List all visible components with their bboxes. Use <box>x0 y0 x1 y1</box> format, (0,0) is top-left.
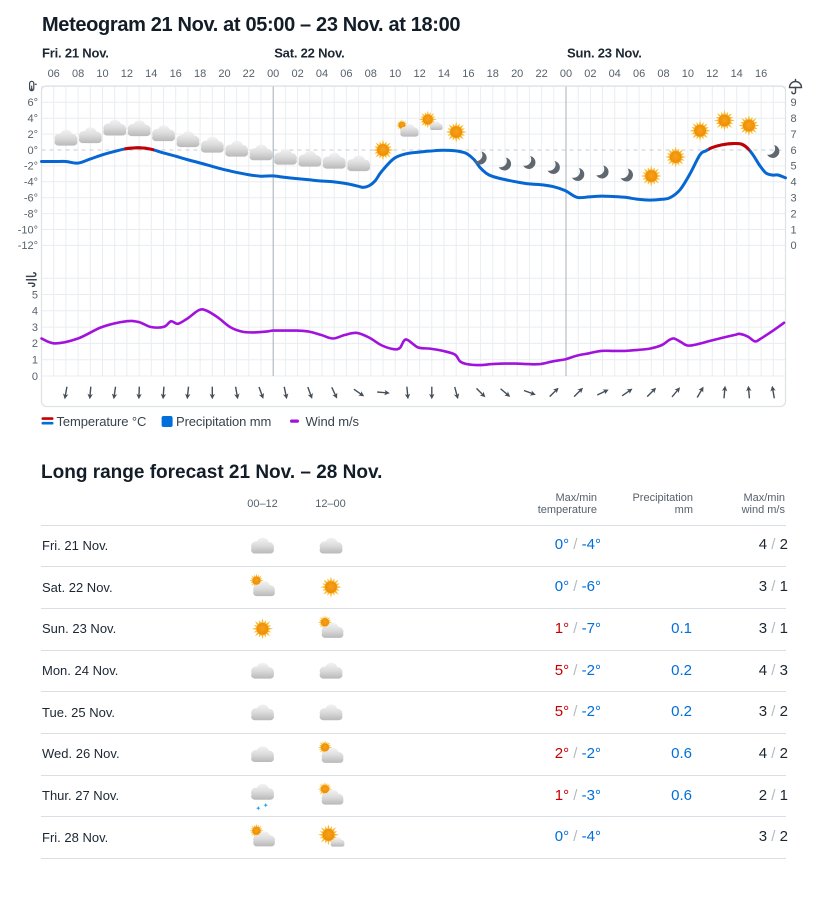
svg-text:04: 04 <box>316 68 328 80</box>
svg-text:3: 3 <box>32 322 38 334</box>
svg-text:0°: 0° <box>27 145 38 157</box>
svg-text:5: 5 <box>32 289 38 301</box>
svg-text:6: 6 <box>791 145 797 157</box>
svg-text:-4°: -4° <box>24 177 38 189</box>
svg-text:10: 10 <box>389 68 401 80</box>
svg-text:06: 06 <box>340 68 352 80</box>
svg-text:Wind m/s: Wind m/s <box>306 414 360 429</box>
svg-text:16: 16 <box>462 68 474 80</box>
svg-text:Fri. 21 Nov.: Fri. 21 Nov. <box>42 46 109 61</box>
svg-text:06: 06 <box>633 68 645 80</box>
svg-text:4°: 4° <box>27 113 38 125</box>
svg-text:16: 16 <box>170 68 182 80</box>
svg-text:-10°: -10° <box>18 224 38 236</box>
svg-text:14: 14 <box>438 68 450 80</box>
svg-text:10: 10 <box>682 68 694 80</box>
svg-text:08: 08 <box>365 68 377 80</box>
svg-text:-2°: -2° <box>24 161 38 173</box>
svg-text:14: 14 <box>145 68 157 80</box>
svg-text:4: 4 <box>791 177 797 189</box>
svg-text:12: 12 <box>706 68 718 80</box>
svg-text:Temperature °C: Temperature °C <box>57 414 147 429</box>
svg-text:12: 12 <box>121 68 133 80</box>
svg-text:22: 22 <box>535 68 547 80</box>
svg-text:12: 12 <box>413 68 425 80</box>
svg-text:5: 5 <box>791 161 797 173</box>
svg-text:06: 06 <box>48 68 60 80</box>
svg-text:2°: 2° <box>27 129 38 141</box>
svg-text:18: 18 <box>487 68 499 80</box>
svg-text:7: 7 <box>791 129 797 141</box>
svg-text:0: 0 <box>32 371 38 383</box>
svg-text:20: 20 <box>511 68 523 80</box>
svg-text:2: 2 <box>791 208 797 220</box>
svg-text:22: 22 <box>243 68 255 80</box>
svg-text:10: 10 <box>96 68 108 80</box>
svg-text:00: 00 <box>560 68 572 80</box>
svg-text:Sat. 22 Nov.: Sat. 22 Nov. <box>274 46 344 61</box>
svg-text:6°: 6° <box>27 97 38 109</box>
svg-text:-8°: -8° <box>24 208 38 220</box>
svg-text:-6°: -6° <box>24 193 38 205</box>
svg-text:4: 4 <box>32 306 38 318</box>
svg-text:8: 8 <box>791 113 797 125</box>
svg-text:00: 00 <box>267 68 279 80</box>
svg-text:Precipitation mm: Precipitation mm <box>176 414 271 429</box>
svg-text:1: 1 <box>791 224 797 236</box>
svg-text:Sun. 23 Nov.: Sun. 23 Nov. <box>567 46 642 61</box>
svg-text:08: 08 <box>72 68 84 80</box>
svg-text:02: 02 <box>291 68 303 80</box>
svg-text:08: 08 <box>657 68 669 80</box>
svg-text:20: 20 <box>218 68 230 80</box>
svg-text:-12°: -12° <box>18 240 38 252</box>
svg-text:04: 04 <box>609 68 621 80</box>
svg-text:2: 2 <box>32 338 38 350</box>
svg-text:18: 18 <box>194 68 206 80</box>
svg-text:9: 9 <box>791 97 797 109</box>
svg-text:02: 02 <box>584 68 596 80</box>
svg-text:16: 16 <box>755 68 767 80</box>
svg-text:3: 3 <box>791 193 797 205</box>
svg-text:0: 0 <box>791 240 797 252</box>
svg-text:14: 14 <box>731 68 743 80</box>
svg-text:1: 1 <box>32 355 38 367</box>
